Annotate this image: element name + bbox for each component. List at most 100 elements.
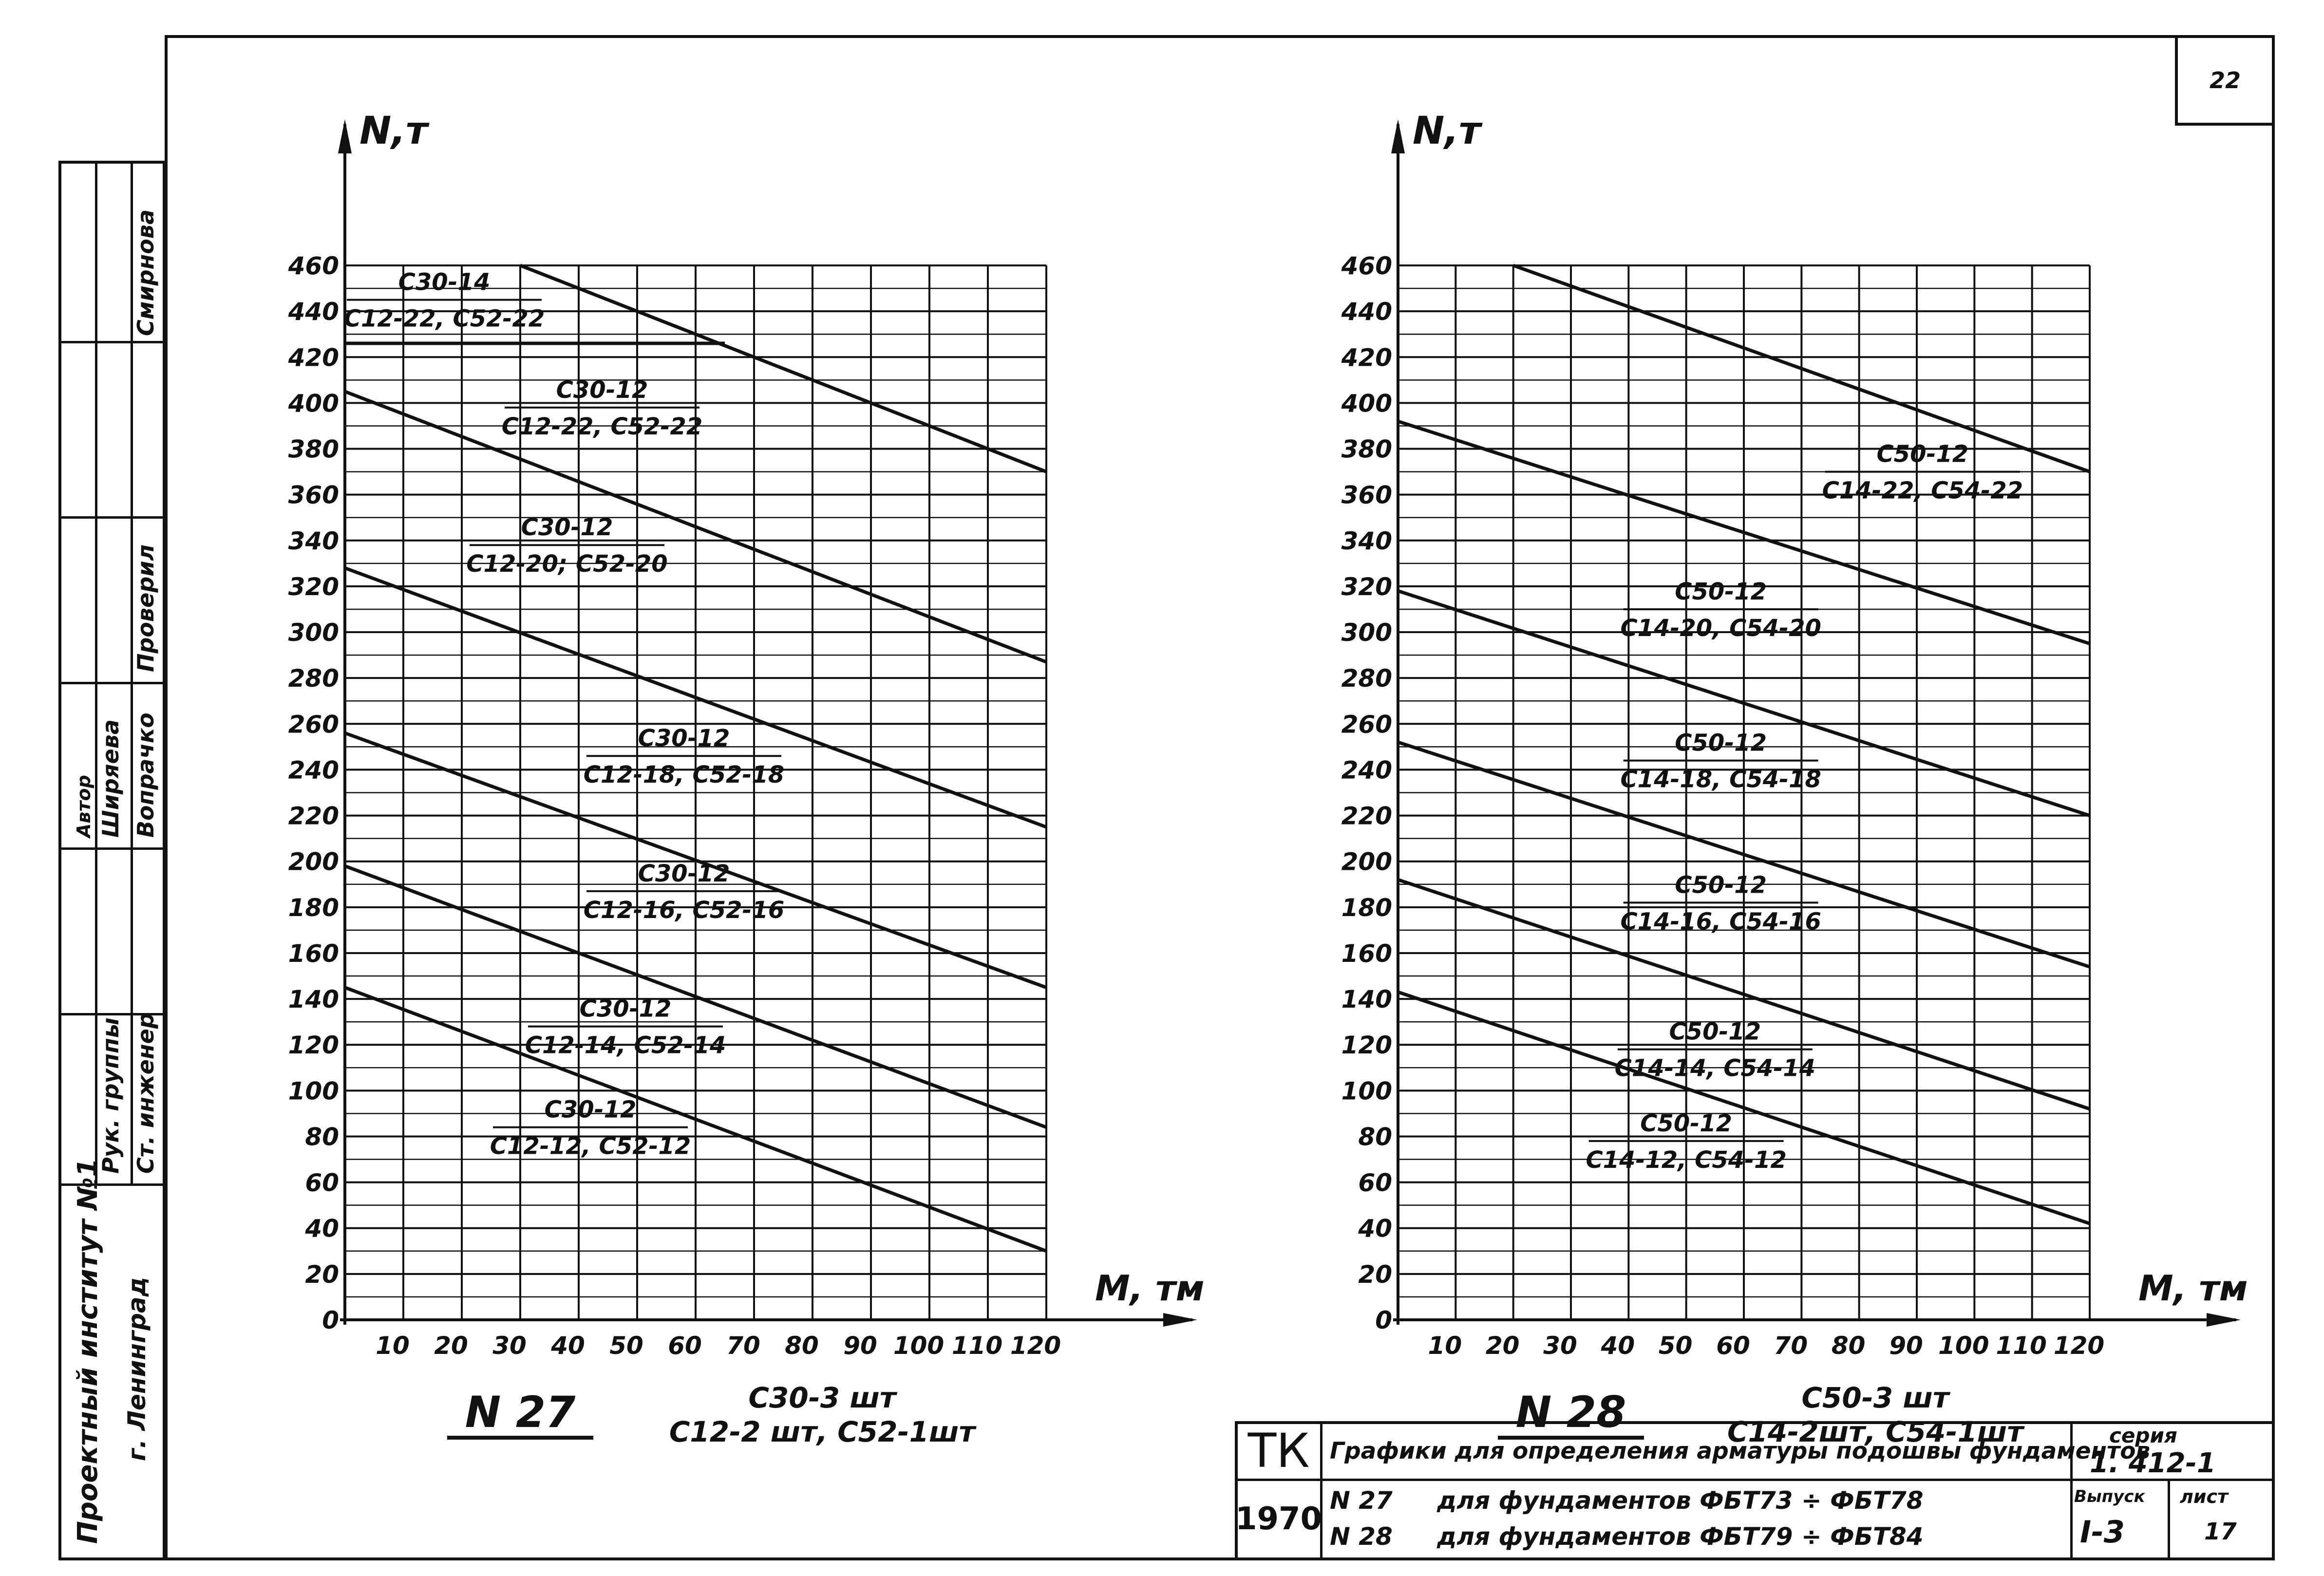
sheet-number: 22 — [2209, 67, 2241, 94]
chart2-y-tick-label: 420 — [1341, 343, 1392, 372]
chart1-y-tick-label: 240 — [288, 756, 339, 784]
chart2-series-label-bottom-6: С14-22, С54-22 — [1822, 477, 2023, 505]
chart2-x-tick-label: 70 — [1774, 1332, 1808, 1360]
tb-divider-v1 — [1320, 1421, 1323, 1560]
chart2-series-label-top-4: С50-12 — [1675, 730, 1767, 757]
chart2-note-line-2: С14-2шт, С54-1шт — [1727, 1415, 2025, 1448]
chart1-series-label-top-5: С30-12 — [521, 514, 613, 541]
chart2-y-tick-label: 100 — [1341, 1077, 1392, 1105]
chart2-x-axis-label: М, тм — [2138, 1268, 2248, 1309]
tb-sheet-label: лист — [2180, 1486, 2229, 1507]
chart2-series-label-bottom-5: С14-20, С54-20 — [1620, 615, 1821, 642]
chart2-y-tick-label: 300 — [1341, 619, 1392, 647]
chart2-y-tick-label: 240 — [1341, 756, 1392, 784]
left-stamp-divider-v2 — [131, 161, 133, 1183]
chart1-series-label-bottom-3: С12-16, С52-16 — [584, 897, 784, 924]
chart2-series-line-6 — [1512, 263, 2091, 473]
chart1-y-tick-label: 460 — [288, 252, 339, 280]
chart2-y-axis-arrow — [1391, 119, 1405, 153]
chart1-y-tick-label: 340 — [288, 527, 339, 555]
chart2-series-line-5 — [1397, 419, 2091, 645]
chart1-y-axis-arrow — [338, 119, 352, 153]
left-stamp-divider-h3 — [58, 682, 166, 684]
chart2-y-tick-label: 340 — [1341, 527, 1392, 555]
chart2-y-tick-label: 140 — [1341, 985, 1392, 1013]
tb-divider-h — [1235, 1479, 2275, 1481]
chart1-y-tick-label: 160 — [288, 939, 339, 968]
tb-sheet-value: 17 — [2204, 1518, 2237, 1545]
chart2-y-tick-label: 360 — [1341, 481, 1392, 509]
chart1-y-tick-label: 220 — [288, 802, 339, 830]
chart2-series-label-top-5: С50-12 — [1675, 578, 1767, 605]
left-stamp-divider-h5 — [58, 1013, 166, 1015]
chart2-x-tick-label: 80 — [1832, 1332, 1866, 1360]
chart2-x-tick-label: 60 — [1716, 1332, 1750, 1360]
left-stamp — [58, 161, 166, 1560]
chart1-y-tick-label: 80 — [305, 1123, 339, 1151]
chart2-y-tick-label: 180 — [1341, 894, 1392, 922]
chart1-x-axis-arrow — [1163, 1313, 1197, 1327]
chart1-note-line-2: С12-2 шт, С52-1шт — [669, 1415, 977, 1448]
title-block — [1235, 1421, 2275, 1560]
chart1-x-tick-label: 20 — [434, 1332, 468, 1360]
chart2-x-tick-label: 10 — [1428, 1332, 1462, 1360]
chart2-x-tick-label: 50 — [1659, 1332, 1693, 1360]
chart1-x-tick-label: 120 — [1010, 1332, 1061, 1360]
chart2-y-axis-label: N,т — [1413, 109, 1483, 153]
chart2-y-tick-label: 80 — [1358, 1123, 1392, 1151]
chart2-y-tick-label: 320 — [1341, 573, 1392, 601]
chart2-y-tick-label: 120 — [1341, 1031, 1392, 1059]
chart1-series-label-bottom-7: С12-22, С52-22 — [344, 305, 545, 333]
chart2-y-tick-label: 260 — [1341, 710, 1392, 738]
chart1-series-label-bottom-4: С12-18, С52-18 — [584, 761, 784, 788]
chart2-series-label-bottom-3: С14-16, С54-16 — [1620, 908, 1821, 935]
chart1-series-line-5 — [344, 390, 1047, 664]
chart2-x-tick-label: 30 — [1543, 1332, 1577, 1360]
chart2-x-tick-label: 90 — [1889, 1332, 1923, 1360]
chart1-y-axis-label: N,т — [359, 109, 430, 153]
chart1-y-tick-label: 60 — [305, 1169, 339, 1197]
tb-year: 1970 — [1235, 1501, 1323, 1537]
chart2-x-axis-arrow — [2207, 1313, 2241, 1327]
chart1-x-tick-label: 50 — [609, 1332, 643, 1360]
chart2-y-tick-label: 400 — [1341, 389, 1392, 417]
chart2-x-tick-label: 40 — [1601, 1332, 1635, 1360]
chart1-series-label-top-1: С30-12 — [545, 1096, 637, 1124]
chart1-series-line-4 — [344, 566, 1047, 829]
chart2-series-label-bottom-1: С14-12, С54-12 — [1586, 1146, 1786, 1174]
chart2-y-tick-label: 220 — [1341, 802, 1392, 830]
chart1-y-tick-label: 0 — [322, 1306, 339, 1334]
chart1-series-label-bottom-2: С12-14, С52-14 — [525, 1032, 726, 1059]
chart2-series-line-4 — [1397, 589, 2091, 817]
left-stamp-divider-v1 — [95, 161, 97, 1183]
chart1-x-tick-label: 60 — [668, 1332, 702, 1360]
chart1-series-label-bottom-6: С12-22, С52-22 — [502, 413, 702, 440]
tb-line1-text: для фундаментов ФБТ73 ÷ ФБТ78 — [1437, 1486, 1924, 1515]
chart2-x-tick-label: 100 — [1938, 1332, 1989, 1360]
tb-divider-v3 — [2168, 1479, 2170, 1560]
chart1-y-tick-label: 420 — [288, 343, 339, 372]
chart2-y-tick-label: 380 — [1341, 435, 1392, 464]
left-stamp-divider-h6 — [58, 1183, 166, 1186]
chart1-y-tick-label: 200 — [288, 848, 339, 876]
tb-line2-num: N 28 — [1330, 1522, 1393, 1551]
tb-title: Графики для определения арматуры подошвы… — [1330, 1437, 2151, 1464]
chart2-y-tick-label: 40 — [1358, 1215, 1392, 1243]
chart2-y-tick-label: 160 — [1341, 939, 1392, 968]
chart2-series-label-bottom-2: С14-14, С54-14 — [1615, 1055, 1815, 1082]
tb-series-label: серия — [2109, 1423, 2177, 1447]
left-stamp-divider-h1 — [58, 341, 166, 343]
chart2-series-label-top-2: С50-12 — [1669, 1018, 1761, 1046]
chart2-y-tick-label: 60 — [1358, 1169, 1392, 1197]
frame-bottom — [58, 1557, 2275, 1560]
left-stamp-divider-h2 — [58, 516, 166, 519]
chart1-series-label-top-2: С30-12 — [580, 995, 672, 1023]
chart2-y-tick-label: 20 — [1358, 1260, 1392, 1289]
tb-series-value: 1. 412-1 — [2090, 1447, 2216, 1479]
chart2-series-label-top-3: С50-12 — [1675, 871, 1767, 899]
tb-issue-label: Выпуск — [2074, 1487, 2145, 1506]
tb-tk: ТК — [1247, 1424, 1310, 1478]
chart1-y-tick-label: 380 — [288, 435, 339, 464]
chart1-y-tick-label: 360 — [288, 481, 339, 509]
